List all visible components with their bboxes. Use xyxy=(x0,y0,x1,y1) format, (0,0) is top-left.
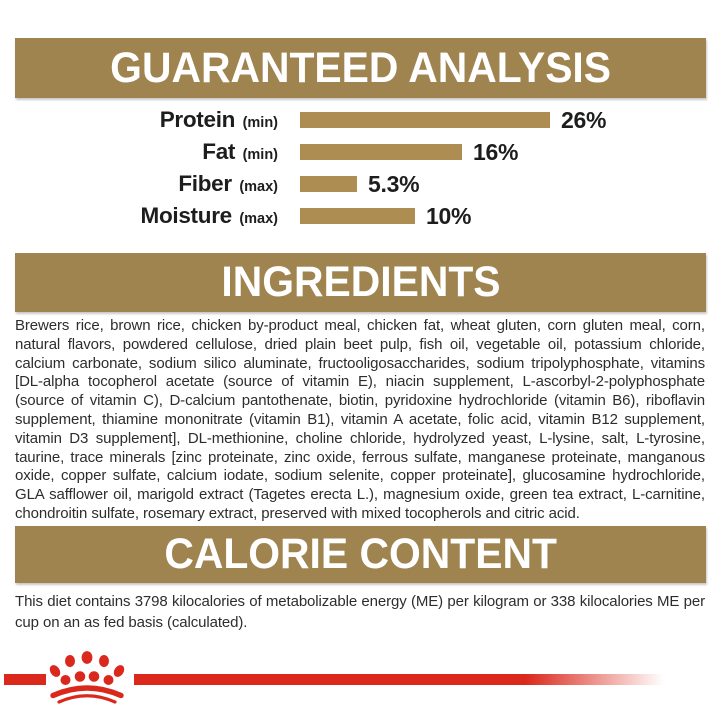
guaranteed-analysis-title: GUARANTEED ANALYSIS xyxy=(110,43,611,92)
nutrient-name: Moisture xyxy=(140,203,233,228)
nutrient-qualifier: (min) xyxy=(242,147,278,163)
nutrient-qualifier: (max) xyxy=(239,179,278,195)
royal-canin-crown-paw-logo xyxy=(49,651,125,704)
nutrient-value: 16% xyxy=(473,138,519,165)
nutrient-qualifier: (max) xyxy=(239,211,278,227)
analysis-row-moisture: Moisture (max) 10% xyxy=(0,200,720,232)
guaranteed-analysis-chart: Protein (min) 26% Fat (min) 16% Fiber (m… xyxy=(0,104,720,232)
nutrient-label: Protein (min) xyxy=(0,107,278,133)
ingredients-title: INGREDIENTS xyxy=(220,258,501,306)
nutrient-label: Fat (min) xyxy=(0,139,278,165)
ingredients-paragraph: Brewers rice, brown rice, chicken by-pro… xyxy=(15,317,705,522)
value-bar xyxy=(300,208,415,224)
analysis-row-fiber: Fiber (max) 5.3% xyxy=(0,168,720,200)
nutrient-name: Protein xyxy=(159,107,236,132)
nutrient-value: 5.3% xyxy=(368,170,420,197)
calorie-content-banner: CALORIE CONTENT xyxy=(15,526,706,583)
value-bar xyxy=(300,112,550,128)
calorie-content-paragraph: This diet contains 3798 kilocalories of … xyxy=(15,593,705,631)
analysis-row-protein: Protein (min) 26% xyxy=(0,104,720,136)
nutrient-label: Moisture (max) xyxy=(0,203,279,229)
nutrient-label: Fiber (max) xyxy=(0,171,278,197)
guaranteed-analysis-banner: GUARANTEED ANALYSIS xyxy=(15,38,706,98)
analysis-row-fat: Fat (min) 16% xyxy=(0,136,720,168)
nutrient-value: 26% xyxy=(561,106,607,133)
red-divider-stripe-left xyxy=(4,674,46,685)
nutrient-value: 10% xyxy=(426,202,472,229)
calorie-content-title: CALORIE CONTENT xyxy=(164,530,557,578)
red-divider-stripe-right xyxy=(134,674,664,685)
nutrient-name: Fiber xyxy=(178,171,232,196)
nutrient-name: Fat xyxy=(202,139,236,164)
value-bar xyxy=(300,176,357,192)
nutrient-qualifier: (min) xyxy=(242,115,278,131)
ingredients-banner: INGREDIENTS xyxy=(15,253,706,312)
value-bar xyxy=(300,144,462,160)
